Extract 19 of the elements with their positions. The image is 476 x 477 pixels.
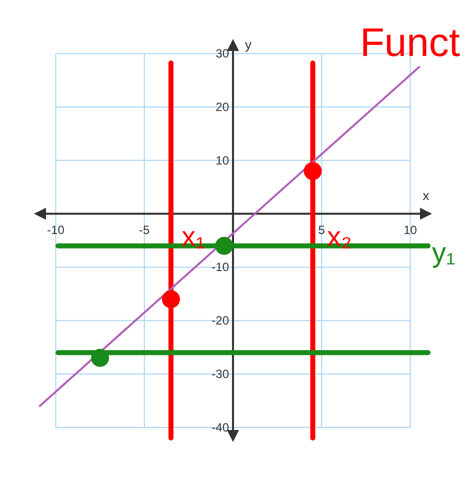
y-tick-label: -10: [212, 260, 230, 274]
x-tick-label: 5: [318, 222, 326, 237]
y-tick-label: 30: [216, 46, 230, 61]
y-tick-label: 20: [216, 100, 230, 114]
x-tick-label: 10: [404, 222, 418, 237]
y-tick-label: -40: [212, 420, 230, 434]
point: [162, 290, 180, 308]
x-tick-label: -10: [47, 222, 65, 237]
point: [91, 348, 110, 367]
text: y₁: [432, 236, 456, 268]
point: [304, 162, 322, 180]
y-tick-label: -30: [212, 366, 230, 381]
annotation: Funct: [360, 21, 460, 65]
x-tick-label: -5: [139, 222, 150, 237]
x-axis-title: x: [422, 188, 430, 203]
y-tick-label: -20: [212, 314, 230, 328]
point: [215, 236, 234, 255]
y-axis-title: y: [245, 37, 252, 52]
y-tick-label: 10: [216, 153, 230, 168]
